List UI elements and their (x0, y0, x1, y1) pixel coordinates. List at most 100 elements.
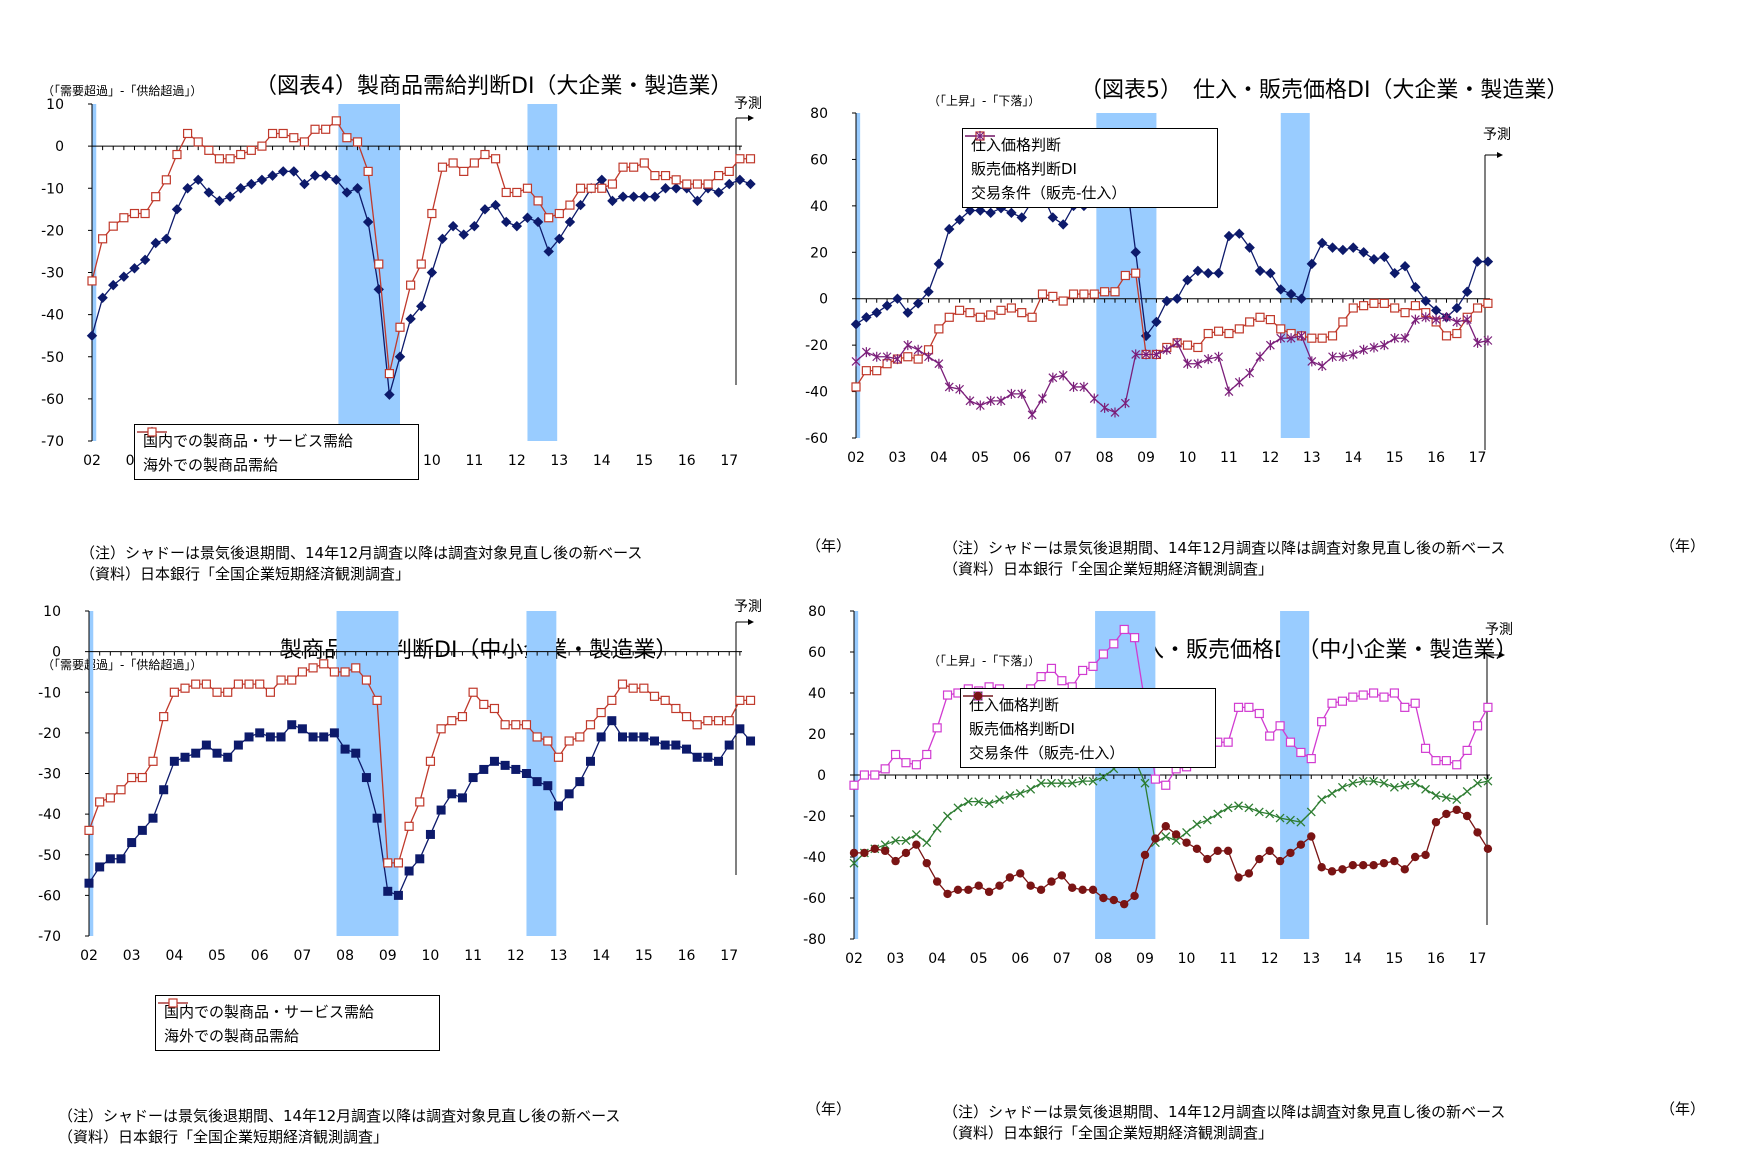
legend-label: 交易条件（販売-仕入） (969, 743, 1125, 762)
data-point (244, 679, 254, 689)
x-tick-label: 17 (720, 453, 738, 469)
data-point (288, 166, 300, 177)
y-tick-label: 40 (810, 199, 828, 215)
data-point (459, 166, 469, 176)
chart-notes: （注）シャドーは景気後退期間、14年12月調査以降は調査対象見直し後の新ベース … (80, 543, 642, 585)
y-tick-label: -50 (41, 350, 64, 366)
data-point (1120, 398, 1130, 409)
data-point (212, 748, 222, 758)
data-point (975, 205, 986, 216)
data-point (457, 712, 468, 722)
x-tick-label: 10 (422, 948, 440, 964)
data-point (1379, 692, 1389, 702)
data-point (1399, 261, 1411, 272)
chart-notes: （注）シャドーは景気後退期間、14年12月調査以降は調査対象見直し後の新ベース … (58, 1106, 620, 1148)
data-point (289, 133, 299, 143)
data-point (974, 797, 984, 807)
x-tick-label: 05 (971, 450, 989, 466)
data-point (618, 162, 628, 172)
data-point (617, 191, 629, 202)
legend-item: 海外での製商品需給 (158, 998, 429, 1047)
data-point (329, 728, 339, 738)
data-point (1337, 782, 1347, 792)
y-axis-label: （「上昇」-「下落」） (928, 654, 1041, 668)
data-point (1223, 846, 1233, 856)
data-point (140, 208, 150, 219)
data-point (1098, 772, 1108, 782)
chart-panel-3: 製商品需給判断DI（中小企業・製造業） （「需要超過」-「供給超過」） 10 0-… (0, 590, 880, 1174)
series-line (91, 170, 751, 395)
data-point (265, 732, 275, 742)
data-point (1213, 846, 1222, 856)
data-point (1182, 274, 1193, 286)
data-point (501, 216, 512, 228)
data-point (1234, 801, 1243, 811)
data-point (287, 720, 297, 730)
data-point (880, 846, 890, 856)
legend-swatch (963, 691, 993, 701)
data-point (1420, 743, 1431, 753)
data-point (297, 667, 307, 677)
data-point (984, 799, 994, 809)
data-point (724, 740, 734, 750)
data-point (372, 813, 382, 823)
data-point (1442, 809, 1451, 819)
series-1 (849, 754, 1493, 868)
y-tick-label: 60 (810, 152, 828, 168)
series-line (91, 119, 751, 374)
data-point (973, 691, 983, 701)
legend-label: 海外での製商品需給 (164, 1026, 300, 1045)
data-point (129, 208, 140, 219)
data-point (1400, 780, 1410, 790)
data-point (1348, 692, 1358, 702)
data-point (522, 183, 533, 193)
data-point (859, 770, 869, 780)
data-point (340, 744, 350, 754)
data-point (1100, 287, 1110, 297)
data-point (1224, 328, 1234, 339)
data-point (564, 789, 574, 799)
x-tick-label: 12 (1261, 450, 1279, 466)
data-point (1327, 698, 1337, 708)
x-tick-label: 15 (1386, 450, 1404, 466)
data-point (1296, 817, 1306, 827)
data-point (1369, 861, 1378, 870)
y-tick-label: -70 (38, 929, 61, 945)
data-point (1452, 760, 1462, 770)
data-point (1452, 316, 1462, 327)
data-point (267, 128, 278, 139)
data-point (1213, 809, 1223, 819)
data-point (1441, 756, 1451, 766)
data-point (84, 878, 94, 888)
data-point (172, 149, 182, 160)
data-point (1483, 702, 1493, 712)
data-point (340, 667, 350, 677)
data-point (1442, 312, 1451, 323)
data-point (395, 322, 405, 332)
data-point (963, 797, 973, 807)
data-point (159, 785, 169, 795)
data-point (501, 187, 511, 198)
data-point (1079, 289, 1089, 299)
recession-shade (527, 104, 558, 441)
x-tick-label: 15 (635, 948, 653, 964)
data-point (511, 720, 521, 730)
data-point (1327, 331, 1338, 341)
data-point (965, 308, 975, 318)
series-line (88, 719, 752, 897)
data-point (911, 829, 921, 839)
x-tick-label: 09 (1136, 951, 1154, 967)
data-point (1255, 312, 1265, 322)
data-point (639, 191, 650, 202)
data-point (225, 154, 235, 164)
data-point (201, 740, 211, 750)
data-point (922, 858, 931, 868)
data-point (670, 183, 682, 194)
data-point (384, 389, 395, 400)
data-point (341, 187, 353, 198)
data-point (1027, 409, 1037, 420)
y-tick-label: -20 (803, 809, 826, 825)
legend-label: 販売価格判断DI (969, 719, 1075, 738)
data-point (1265, 315, 1275, 325)
data-point (383, 858, 393, 868)
